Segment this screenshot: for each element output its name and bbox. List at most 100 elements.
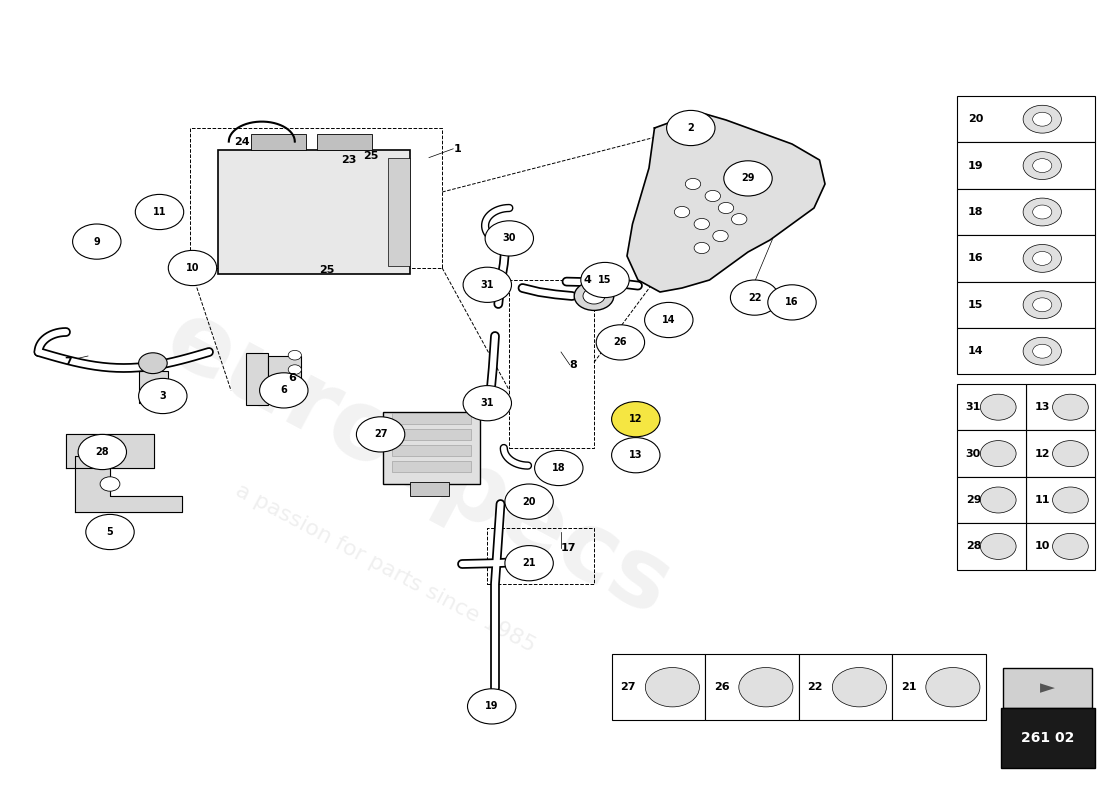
Circle shape	[667, 110, 715, 146]
FancyBboxPatch shape	[957, 328, 1094, 374]
Text: 17: 17	[561, 543, 576, 553]
Circle shape	[646, 667, 700, 707]
Circle shape	[139, 378, 187, 414]
Circle shape	[1033, 205, 1052, 219]
FancyBboxPatch shape	[383, 412, 480, 484]
Circle shape	[694, 218, 710, 230]
Text: 28: 28	[966, 542, 981, 551]
Circle shape	[1023, 245, 1062, 272]
Circle shape	[768, 285, 816, 320]
FancyBboxPatch shape	[892, 654, 986, 720]
Circle shape	[505, 546, 553, 581]
Text: ►: ►	[1041, 678, 1055, 698]
Circle shape	[583, 288, 605, 304]
Text: 11: 11	[153, 207, 166, 217]
Text: 12: 12	[629, 414, 642, 424]
Circle shape	[705, 190, 720, 202]
Circle shape	[730, 280, 779, 315]
Text: 10: 10	[1034, 542, 1049, 551]
FancyBboxPatch shape	[246, 353, 268, 405]
Circle shape	[1023, 152, 1062, 179]
Text: 11: 11	[1034, 495, 1050, 505]
Circle shape	[980, 534, 1016, 559]
FancyBboxPatch shape	[1025, 523, 1094, 570]
Text: 30: 30	[966, 449, 981, 458]
Circle shape	[1053, 441, 1088, 466]
FancyBboxPatch shape	[957, 384, 1025, 430]
FancyBboxPatch shape	[1025, 384, 1094, 430]
Circle shape	[288, 365, 301, 374]
Circle shape	[1033, 251, 1052, 266]
Text: 9: 9	[94, 237, 100, 246]
Text: a passion for parts since 1985: a passion for parts since 1985	[232, 480, 538, 656]
Text: 31: 31	[481, 398, 494, 408]
FancyBboxPatch shape	[1001, 708, 1094, 768]
Circle shape	[1023, 106, 1062, 133]
Text: 13: 13	[629, 450, 642, 460]
Text: 26: 26	[714, 682, 729, 692]
FancyBboxPatch shape	[388, 158, 410, 266]
Text: 6: 6	[280, 386, 287, 395]
Text: 27: 27	[374, 430, 387, 439]
Circle shape	[135, 194, 184, 230]
Circle shape	[86, 514, 134, 550]
Text: 22: 22	[807, 682, 823, 692]
Circle shape	[356, 417, 405, 452]
Text: 18: 18	[968, 207, 983, 217]
Circle shape	[100, 477, 120, 491]
Text: 2: 2	[688, 123, 694, 133]
FancyBboxPatch shape	[957, 96, 1094, 142]
Circle shape	[980, 487, 1016, 513]
Circle shape	[1033, 112, 1052, 126]
Text: 18: 18	[552, 463, 565, 473]
Circle shape	[1033, 158, 1052, 173]
FancyBboxPatch shape	[392, 413, 471, 424]
Text: 22: 22	[748, 293, 761, 302]
Text: 16: 16	[785, 298, 799, 307]
Text: 25: 25	[319, 266, 334, 275]
FancyBboxPatch shape	[1003, 668, 1092, 708]
Text: 30: 30	[503, 234, 516, 243]
Text: 20: 20	[968, 114, 983, 124]
Polygon shape	[627, 114, 825, 292]
Text: 6: 6	[288, 374, 296, 383]
Circle shape	[724, 161, 772, 196]
Circle shape	[612, 438, 660, 473]
Circle shape	[574, 282, 614, 310]
Circle shape	[674, 206, 690, 218]
Text: 26: 26	[614, 338, 627, 347]
Polygon shape	[75, 456, 182, 512]
Circle shape	[1023, 291, 1062, 318]
Text: 1: 1	[453, 144, 461, 154]
Circle shape	[718, 202, 734, 214]
Circle shape	[485, 221, 534, 256]
FancyBboxPatch shape	[251, 134, 306, 150]
Text: 29: 29	[966, 495, 981, 505]
Text: 15: 15	[598, 275, 612, 285]
FancyBboxPatch shape	[317, 134, 372, 150]
Text: 20: 20	[522, 497, 536, 506]
Circle shape	[833, 667, 887, 707]
Text: 13: 13	[1034, 402, 1049, 412]
Circle shape	[1053, 487, 1088, 513]
Circle shape	[1053, 534, 1088, 559]
FancyBboxPatch shape	[268, 356, 301, 392]
Text: 16: 16	[968, 254, 983, 263]
FancyBboxPatch shape	[957, 189, 1094, 235]
FancyBboxPatch shape	[799, 654, 892, 720]
Circle shape	[612, 402, 660, 437]
Text: 21: 21	[522, 558, 536, 568]
Text: 21: 21	[901, 682, 916, 692]
Circle shape	[78, 434, 126, 470]
FancyBboxPatch shape	[218, 150, 410, 274]
Text: 29: 29	[741, 174, 755, 183]
Text: 10: 10	[186, 263, 199, 273]
Text: 14: 14	[968, 346, 983, 356]
Circle shape	[168, 250, 217, 286]
Polygon shape	[66, 434, 154, 468]
FancyBboxPatch shape	[1025, 430, 1094, 477]
Circle shape	[732, 214, 747, 225]
Circle shape	[260, 373, 308, 408]
Circle shape	[645, 302, 693, 338]
Circle shape	[926, 667, 980, 707]
